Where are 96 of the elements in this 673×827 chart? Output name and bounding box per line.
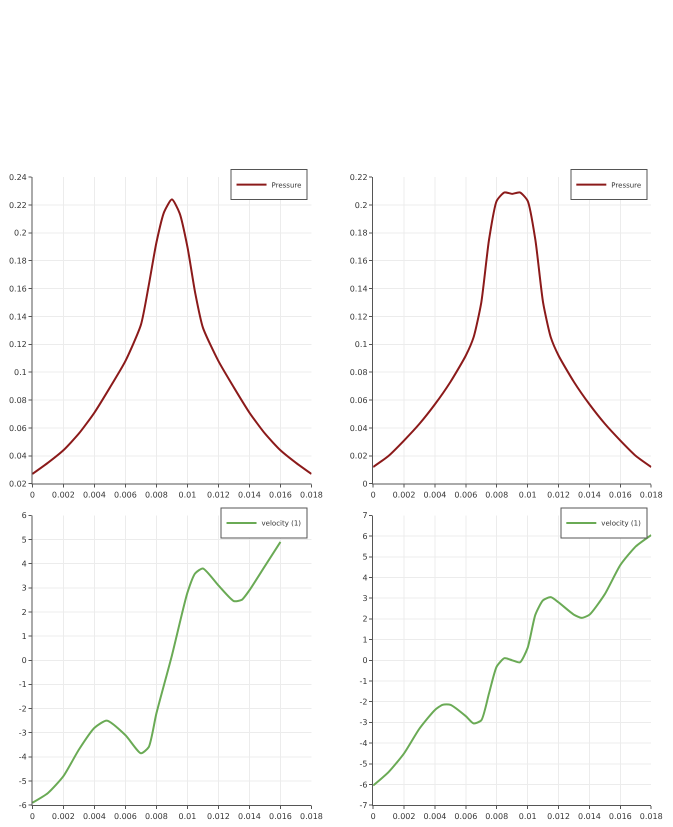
x-tick-label: 0.012 — [547, 490, 570, 500]
y-tick-label: -6 — [18, 800, 27, 810]
y-tick-label: 0.08 — [8, 396, 27, 405]
x-tick-label: 0.016 — [608, 812, 632, 821]
y-tick-label: -1 — [360, 676, 368, 686]
x-tick-label: 0.016 — [268, 812, 292, 821]
x-tick-label: 0.008 — [485, 490, 508, 500]
y-tick-label: -5 — [360, 760, 368, 769]
y-tick-label: 1 — [22, 632, 27, 641]
x-tick-label: 0.002 — [392, 812, 416, 821]
y-tick-label: 0.04 — [350, 424, 368, 433]
x-tick-label: 0 — [370, 490, 376, 500]
y-tick-label: 0.02 — [350, 452, 368, 461]
x-tick-label: 0.006 — [454, 490, 478, 500]
y-tick-label: 0.06 — [8, 424, 27, 433]
y-tick-label: 0 — [362, 480, 368, 489]
y-tick-label: -2 — [18, 704, 27, 714]
line-series — [32, 198, 312, 475]
x-tick-label: 0.018 — [640, 812, 663, 821]
x-tick-label: 0.002 — [52, 490, 75, 500]
x-tick-label: 0.006 — [114, 490, 137, 500]
x-tick-label: 0.012 — [206, 812, 230, 821]
y-tick-label: 0 — [22, 656, 27, 666]
x-tick-label: 0.01 — [178, 490, 196, 500]
y-tick-label: 0.08 — [350, 368, 368, 378]
y-tick-label: -6 — [360, 780, 368, 790]
x-tick-label: 0.01 — [518, 490, 537, 500]
x-tick-label: 0.004 — [82, 812, 106, 821]
y-tick-label: 0.1 — [354, 340, 368, 350]
x-tick-label: 0.01 — [518, 812, 537, 821]
x-tick-label: 0.006 — [454, 812, 478, 821]
y-tick-label: 4 — [362, 573, 368, 582]
y-tick-label: 0.12 — [8, 340, 27, 350]
y-tick-label: -5 — [18, 776, 27, 786]
y-tick-label: -7 — [360, 800, 368, 810]
x-tick-label: 0.006 — [114, 812, 137, 821]
x-tick-label: 0.014 — [238, 490, 261, 500]
x-tick-label: 0.002 — [52, 812, 75, 821]
y-tick-label: 6 — [22, 511, 27, 520]
x-tick-label: 0 — [370, 812, 376, 821]
y-tick-label: 0.22 — [350, 172, 368, 182]
y-tick-label: -4 — [18, 752, 27, 762]
y-tick-label: 0.18 — [8, 256, 27, 266]
y-tick-label: 0.18 — [350, 228, 368, 238]
x-tick-label: 0.018 — [300, 490, 323, 500]
y-tick-label: 5 — [362, 552, 368, 562]
y-tick-label: 5 — [22, 535, 27, 544]
y-tick-label: 1 — [362, 635, 368, 644]
x-tick-label: 0.014 — [578, 812, 601, 821]
y-tick-label: 0.06 — [350, 396, 368, 405]
y-tick-label: 0.22 — [8, 200, 27, 210]
x-tick-label: 0.008 — [144, 490, 168, 500]
x-tick-label: 0.004 — [423, 490, 446, 500]
y-tick-label: 0.2 — [14, 228, 27, 238]
y-tick-label: 0.12 — [350, 312, 368, 322]
x-tick-label: 0.014 — [238, 812, 261, 821]
x-tick-label: 0.008 — [485, 812, 508, 821]
line-series — [32, 540, 282, 804]
x-tick-label: 0.014 — [578, 490, 601, 500]
y-tick-label: 0.24 — [8, 172, 27, 182]
y-tick-label: 0.14 — [350, 284, 368, 294]
y-tick-label: -4 — [360, 738, 368, 748]
x-tick-label: 0.01 — [178, 812, 196, 821]
y-tick-label: 0.04 — [8, 452, 27, 461]
y-tick-label: 0.1 — [14, 368, 27, 378]
y-tick-label: 3 — [22, 584, 27, 593]
x-tick-label: 0.016 — [608, 490, 632, 500]
y-tick-label: 0 — [362, 656, 368, 666]
line-series — [373, 191, 652, 468]
x-tick-label: 0.016 — [268, 490, 292, 500]
y-tick-label: 0.16 — [350, 256, 368, 266]
x-tick-label: 0 — [30, 490, 35, 500]
x-tick-label: 0.018 — [640, 490, 663, 500]
y-tick-label: 7 — [362, 511, 368, 520]
y-tick-label: -1 — [18, 680, 27, 690]
y-tick-label: 0.02 — [8, 480, 27, 489]
x-tick-label: 0.018 — [300, 812, 323, 821]
y-tick-label: 0.16 — [8, 284, 27, 294]
y-tick-label: 0.2 — [354, 200, 368, 210]
y-tick-label: 4 — [22, 559, 27, 568]
x-tick-label: 0.002 — [392, 490, 416, 500]
y-tick-label: 3 — [362, 594, 368, 603]
x-tick-label: 0 — [30, 812, 35, 821]
y-tick-label: -3 — [360, 718, 368, 728]
x-tick-label: 0.012 — [547, 812, 570, 821]
y-tick-label: 0.14 — [8, 312, 27, 322]
x-tick-label: 0.004 — [423, 812, 446, 821]
y-tick-label: 6 — [362, 532, 368, 541]
y-tick-label: -2 — [360, 697, 368, 706]
y-tick-label: 2 — [362, 614, 368, 624]
y-tick-label: -3 — [18, 728, 27, 738]
x-tick-label: 0.004 — [82, 490, 106, 500]
x-tick-label: 0.008 — [144, 812, 168, 821]
x-tick-label: 0.012 — [206, 490, 230, 500]
y-tick-label: 2 — [22, 608, 27, 617]
line-series — [373, 534, 652, 787]
